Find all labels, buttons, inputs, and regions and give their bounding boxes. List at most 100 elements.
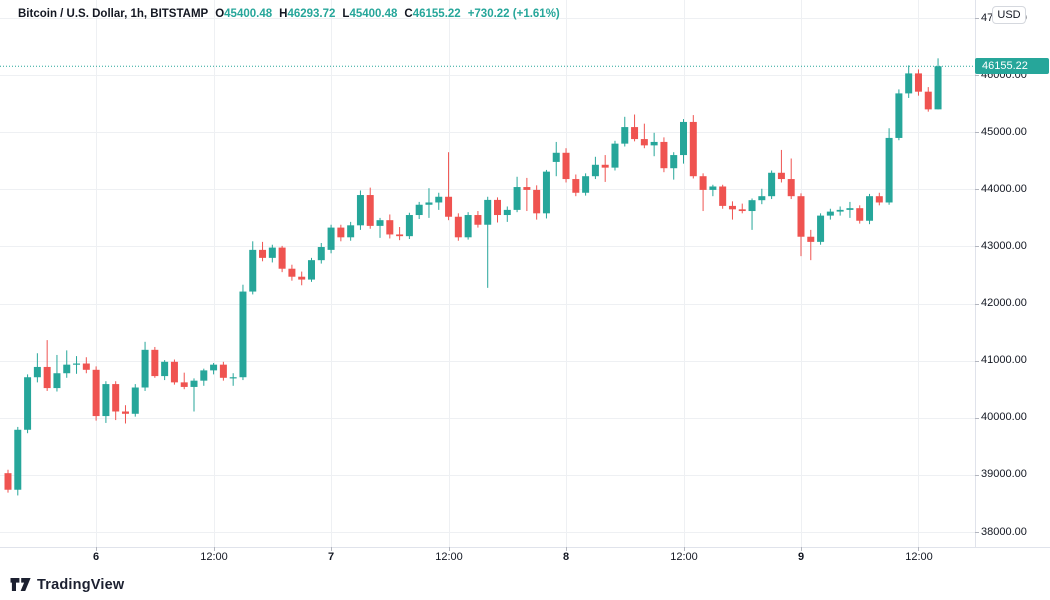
candle-up xyxy=(582,173,590,196)
candle-down xyxy=(366,187,374,229)
candle-down xyxy=(572,174,580,197)
candle-down xyxy=(112,381,120,421)
price-tick-label: 45000.00 xyxy=(981,126,1027,138)
candle-up xyxy=(484,196,492,288)
candle-up xyxy=(748,198,756,230)
candle-down xyxy=(151,346,159,378)
time-tick-label: 7 xyxy=(327,551,335,563)
candle-up xyxy=(347,221,355,241)
candle-up xyxy=(817,213,825,245)
candle-down xyxy=(494,197,501,223)
change-value: +730.22 (+1.61%) xyxy=(467,8,560,20)
candle-down xyxy=(288,264,296,281)
last-price-label[interactable]: 46155.22 xyxy=(975,58,1049,74)
candle-up xyxy=(53,354,61,392)
candle-down xyxy=(719,184,727,209)
candle-down xyxy=(82,357,90,374)
candle-down xyxy=(640,123,648,149)
candle-down xyxy=(562,148,570,183)
candle-up xyxy=(131,384,139,417)
candle-down xyxy=(386,214,394,239)
chart-legend[interactable]: Bitcoin / U.S. Dollar, 1h, BITSTAMP O454… xyxy=(18,8,560,20)
candle-up xyxy=(317,243,325,264)
time-tick-label: 12:00 xyxy=(200,551,228,563)
time-tick-label: 12:00 xyxy=(435,551,463,563)
candle-up xyxy=(934,58,942,110)
candle-up xyxy=(14,426,22,496)
candle-up xyxy=(102,381,110,423)
candle-down xyxy=(259,241,267,262)
tradingview-logo-icon xyxy=(10,578,31,591)
candle-up xyxy=(435,192,443,210)
candle-down xyxy=(631,114,639,142)
price-tick-label: 38000.00 xyxy=(981,526,1027,538)
candle-down xyxy=(787,158,795,200)
candle-up xyxy=(621,116,629,147)
candle-up xyxy=(826,208,834,220)
candle-up xyxy=(768,170,776,200)
candle-down xyxy=(807,229,815,261)
axis-borders xyxy=(0,0,1050,551)
candle-up xyxy=(513,176,521,213)
candle-down xyxy=(92,366,100,421)
price-tick-label: 43000.00 xyxy=(981,240,1027,252)
candle-down xyxy=(396,227,404,241)
candle-up xyxy=(415,201,423,220)
candle-up xyxy=(190,378,198,412)
candle-up xyxy=(24,374,32,434)
candle-down xyxy=(474,211,482,228)
candle-down xyxy=(728,201,736,220)
candle-up xyxy=(327,224,335,254)
candle-up xyxy=(249,241,257,295)
candle-up xyxy=(425,188,433,218)
candle-down xyxy=(337,224,345,242)
candle-up xyxy=(161,360,169,381)
currency-unit-button[interactable]: USD xyxy=(992,6,1026,24)
candle-down xyxy=(777,149,785,183)
candle-down xyxy=(278,245,286,273)
low-value: L45400.48 xyxy=(342,8,398,20)
candle-up xyxy=(758,188,766,205)
candle-up xyxy=(268,244,276,263)
open-value: O45400.48 xyxy=(215,8,273,20)
candle-up xyxy=(611,140,619,171)
time-tick-label: 6 xyxy=(92,551,100,563)
candle-up xyxy=(885,128,893,205)
candle-down xyxy=(797,193,805,257)
candle-up xyxy=(141,341,149,391)
candle-up xyxy=(591,156,599,180)
candle-up xyxy=(866,193,874,225)
candle-down xyxy=(121,405,129,424)
candle-up xyxy=(63,350,71,378)
time-tick-label: 9 xyxy=(797,551,805,563)
time-tick-label: 8 xyxy=(562,551,570,563)
candle-down xyxy=(180,372,188,390)
candle-up xyxy=(542,169,550,219)
candle-down xyxy=(170,359,178,385)
candle-up xyxy=(239,284,247,381)
candle-up xyxy=(73,356,81,374)
tradingview-logo[interactable]: TradingView xyxy=(10,576,124,593)
price-tick-label: 40000.00 xyxy=(981,411,1027,423)
candle-up xyxy=(846,201,854,218)
candle-down xyxy=(4,469,12,493)
candle-up xyxy=(680,119,688,164)
candle-down xyxy=(533,185,541,220)
price-tick-label: 44000.00 xyxy=(981,183,1027,195)
price-tick-label: 41000.00 xyxy=(981,354,1027,366)
candles-series xyxy=(4,58,942,496)
symbol-title[interactable]: Bitcoin / U.S. Dollar, 1h, BITSTAMP xyxy=(18,8,209,20)
candle-up xyxy=(552,141,560,177)
high-value: H46293.72 xyxy=(279,8,336,20)
candle-up xyxy=(464,212,472,240)
price-tick-label: 39000.00 xyxy=(981,468,1027,480)
candle-down xyxy=(454,213,462,241)
candle-down xyxy=(689,115,697,179)
candle-up xyxy=(376,217,384,238)
candle-down xyxy=(43,340,51,391)
tradingview-logo-text: TradingView xyxy=(37,576,125,593)
candle-up xyxy=(356,190,364,230)
candle-down xyxy=(914,69,922,96)
